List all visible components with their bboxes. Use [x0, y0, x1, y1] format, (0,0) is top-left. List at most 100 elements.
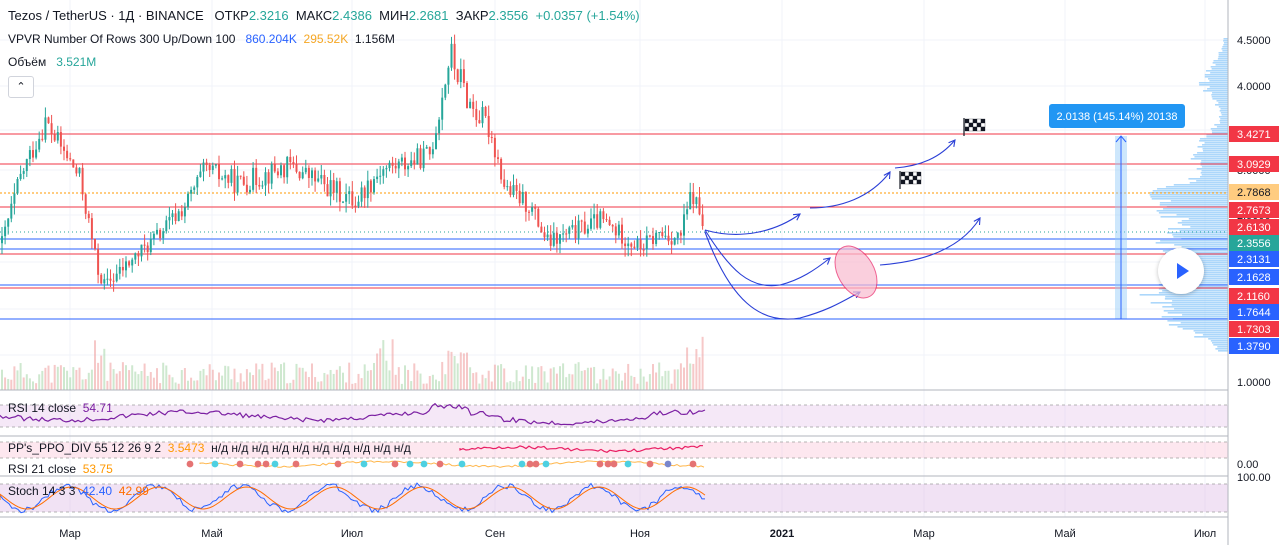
volume-bar	[75, 369, 78, 390]
candle-body	[382, 169, 385, 176]
rsi14-legend[interactable]: RSI 14 close 54.71	[8, 401, 113, 415]
candle-body	[506, 186, 509, 188]
rsi-line	[0, 402, 706, 426]
candle-body	[453, 43, 456, 70]
stoch-d-value: 42.99	[118, 484, 149, 498]
vpvr-row	[1210, 128, 1228, 130]
candle-body	[686, 209, 689, 215]
candle-body	[490, 137, 493, 139]
volume-bar	[645, 381, 648, 390]
volume-bar	[143, 363, 146, 390]
candle-body	[456, 69, 459, 83]
volume-bar	[38, 374, 41, 390]
arrow-head	[948, 139, 956, 147]
volume-bar	[162, 362, 165, 390]
candle-body	[568, 227, 571, 234]
flag-square	[900, 175, 906, 181]
arrow-head	[973, 217, 981, 226]
flag-square	[904, 171, 910, 177]
forecast-arrow	[894, 139, 956, 169]
candle-body	[512, 185, 515, 195]
volume-bar	[16, 370, 19, 390]
candle-body	[326, 184, 329, 197]
arrow-head	[792, 213, 801, 221]
candle-body	[487, 115, 490, 138]
divergence-dot	[360, 460, 368, 468]
vpvr-row	[1165, 296, 1228, 298]
volume-bar	[673, 369, 676, 390]
candle-body	[472, 101, 475, 109]
vpvr-row	[1181, 246, 1228, 248]
flag-square	[968, 122, 974, 128]
candle-body	[183, 207, 186, 217]
candle-body	[394, 165, 397, 169]
candle-body	[280, 165, 282, 176]
vpvr-row	[1199, 140, 1228, 142]
rsi21-legend[interactable]: RSI 21 close 53.75	[8, 462, 113, 476]
vpvr-row	[1182, 276, 1228, 278]
volume-bar	[413, 363, 416, 390]
candle-body	[100, 274, 103, 284]
candle-body	[97, 248, 100, 275]
volume-bar	[283, 362, 286, 390]
vpvr-row	[1212, 342, 1228, 344]
candle-body	[698, 197, 701, 215]
volume-bar	[4, 377, 7, 390]
vpvr-row	[1201, 166, 1228, 168]
volume-bar	[66, 370, 69, 390]
candle-body	[112, 280, 115, 282]
volume-bar	[112, 369, 115, 390]
candle-body	[208, 165, 211, 171]
candle-body	[679, 232, 682, 236]
high-label: МАКС	[295, 8, 333, 23]
vpvr-row	[1176, 214, 1228, 216]
vpvr-row	[1179, 230, 1228, 232]
candle-body	[695, 197, 698, 205]
candle-body	[41, 138, 44, 140]
ppo-legend[interactable]: PP's_PPO_DIV 55 12 26 9 2 3.5473 н/д н/д…	[8, 441, 411, 455]
vpvr-row	[1170, 200, 1228, 202]
volume-bar	[617, 373, 620, 390]
volume-bar	[614, 371, 617, 390]
vpvr-row	[1203, 90, 1228, 92]
vpvr-up: 860.204K	[245, 32, 297, 46]
volume-bar	[605, 379, 608, 390]
vpvr-row	[1215, 104, 1228, 106]
vpvr-row	[1199, 138, 1228, 140]
time-tick-label: Июл	[341, 528, 363, 540]
vpvr-row	[1218, 56, 1228, 58]
stoch-legend[interactable]: Stoch 14 3 3 42.40 42.99	[8, 484, 149, 498]
candle-body	[611, 225, 614, 227]
candle-body	[497, 157, 499, 159]
collapse-legend-button[interactable]: ⌃	[8, 76, 34, 98]
volume-bar	[128, 370, 131, 390]
vpvr-row	[1221, 48, 1228, 50]
candle-body	[509, 186, 512, 195]
symbol-title[interactable]: Tezos / TetherUS · 1Д · BINANCE	[8, 8, 204, 23]
vpvr-legend[interactable]: VPVR Number Of Rows 300 Up/Down 100 860.…	[8, 31, 395, 47]
candle-body	[546, 234, 549, 238]
candle-body	[283, 165, 286, 178]
price-level-label: 2.3556	[1237, 238, 1271, 250]
volume-bar	[134, 371, 137, 390]
candle-body	[202, 162, 205, 172]
volume-bar	[453, 355, 456, 390]
vpvr-row	[1212, 98, 1228, 100]
candle-body	[211, 165, 214, 171]
vpvr-row	[1206, 134, 1228, 136]
play-replay-button[interactable]	[1158, 248, 1204, 294]
price-level-badge	[1229, 126, 1279, 142]
volume-bar	[431, 374, 434, 390]
volume-bar	[59, 365, 62, 390]
volume-bar	[559, 366, 561, 390]
candle-body	[444, 84, 447, 98]
candle-body	[180, 211, 183, 217]
candle-body	[484, 107, 487, 116]
divergence-dot	[292, 460, 300, 468]
candle-body	[642, 249, 645, 251]
candle-body	[630, 243, 633, 247]
volume-bar	[472, 373, 475, 390]
candle-body	[683, 214, 685, 236]
volume-legend[interactable]: Объём 3.521M	[8, 54, 96, 70]
